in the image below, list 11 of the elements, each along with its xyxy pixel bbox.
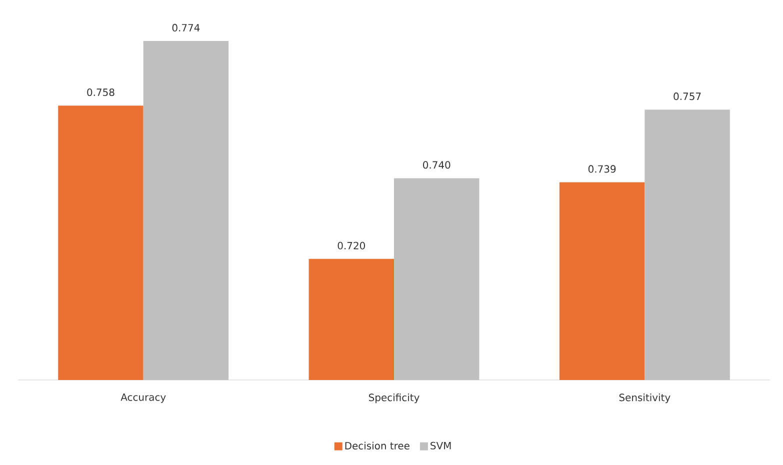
data-label: 0.720: [338, 242, 365, 250]
legend-label: Decision tree: [345, 442, 410, 450]
x-tick-label: Sensitivity: [619, 393, 670, 404]
data-label: 0.739: [588, 165, 616, 173]
x-tick-label: Accuracy: [120, 394, 166, 403]
legend-label: SVM: [430, 442, 451, 450]
data-label: 0.774: [172, 24, 200, 32]
data-label: 0.740: [423, 161, 450, 169]
data-label: 0.758: [87, 88, 114, 96]
data-label: 0.757: [674, 92, 701, 100]
x-tick-label: Specificity: [368, 393, 420, 404]
